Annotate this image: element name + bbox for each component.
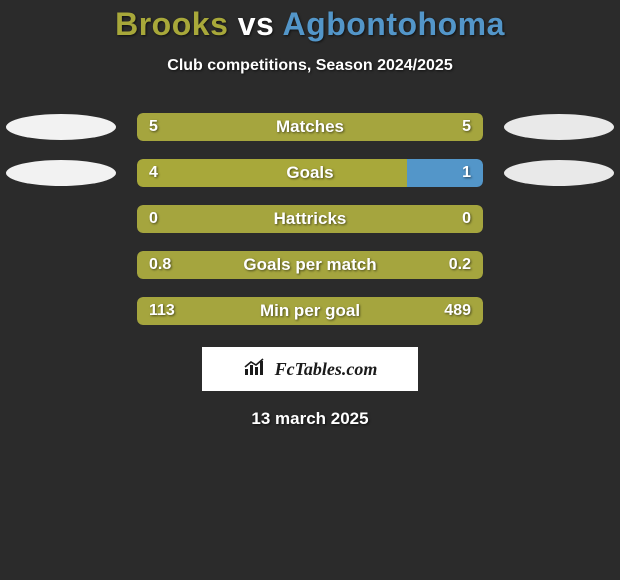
stat-bar: 0.80.2Goals per match — [137, 251, 483, 279]
bar-fill-neutral — [137, 205, 483, 233]
stat-bar: 55Matches — [137, 113, 483, 141]
page-title: Brooks vs Agbontohoma — [0, 0, 620, 43]
brand-badge: FcTables.com — [202, 347, 418, 391]
player-oval-left — [6, 114, 116, 140]
brand-text: FcTables.com — [275, 359, 378, 380]
bar-fill-neutral — [137, 297, 483, 325]
stat-bar: 00Hattricks — [137, 205, 483, 233]
bar-fill-left — [137, 159, 407, 187]
stat-bar: 113489Min per goal — [137, 297, 483, 325]
bar-fill-neutral — [137, 251, 483, 279]
stat-bar: 41Goals — [137, 159, 483, 187]
player-oval-right — [504, 160, 614, 186]
comparison-infographic: Brooks vs Agbontohoma Club competitions,… — [0, 0, 620, 580]
title-right: Agbontohoma — [283, 6, 505, 42]
stat-row: 0.80.2Goals per match — [0, 251, 620, 279]
title-left: Brooks — [115, 6, 228, 42]
stat-rows: 55Matches 41Goals 00Hattricks 0.80.2Goals p… — [0, 113, 620, 325]
stat-row: 00Hattricks — [0, 205, 620, 233]
title-sep: vs — [238, 6, 275, 42]
subtitle: Club competitions, Season 2024/2025 — [0, 57, 620, 75]
player-oval-right — [504, 114, 614, 140]
bar-fill-neutral — [137, 113, 483, 141]
stat-row: 41Goals — [0, 159, 620, 187]
chart-bars-icon — [243, 357, 269, 382]
date-text: 13 march 2025 — [0, 409, 620, 429]
bar-fill-right — [407, 159, 483, 187]
stat-row: 113489Min per goal — [0, 297, 620, 325]
player-oval-left — [6, 160, 116, 186]
stat-row: 55Matches — [0, 113, 620, 141]
